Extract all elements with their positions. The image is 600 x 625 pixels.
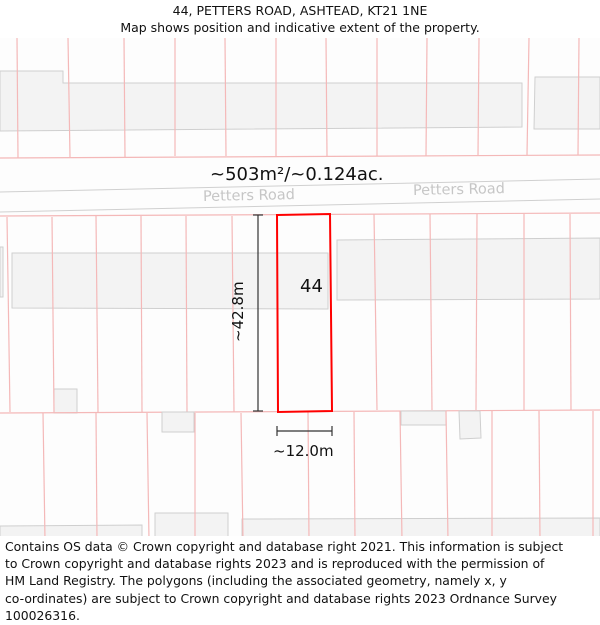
map-subtitle: Map shows position and indicative extent…	[120, 20, 480, 35]
buildings-north	[0, 70, 600, 132]
copyright-line-1: Contains OS data © Crown copyright and d…	[5, 539, 564, 554]
buildings-south	[0, 410, 600, 536]
copyright-line-2: to Crown copyright and database rights 2…	[5, 556, 545, 572]
parcel-lines-south	[42, 410, 594, 536]
copyright-line-5: 100026316.	[5, 607, 80, 623]
property-number-label: 44	[300, 276, 323, 297]
copyright-line-3: HM Land Registry. The polygons (includin…	[5, 573, 507, 589]
area-label: ~503m²/~0.124ac.	[210, 164, 384, 185]
width-dimension-line	[276, 426, 333, 436]
road-label-2: Petters Road	[412, 181, 506, 199]
buildings-middle	[0, 237, 600, 414]
height-dimension-line	[253, 214, 263, 412]
copyright-line-4: co-ordinates) are subject to Crown copyr…	[5, 590, 557, 606]
road-edges	[0, 178, 600, 213]
parcel-lines-north	[0, 38, 600, 159]
property-address-title: 44, PETTERS ROAD, ASHTEAD, KT21 1NE	[172, 3, 428, 18]
height-dimension-label: ~42.8m	[229, 281, 247, 342]
road-label-1: Petters Road	[202, 187, 296, 205]
copyright-notice: Contains OS data © Crown copyright and d…	[5, 538, 597, 624]
property-map[interactable]: ~503m²/~0.124ac. Petters Road Petters Ro…	[0, 38, 600, 536]
width-dimension-label: ~12.0m	[273, 442, 334, 460]
property-boundary[interactable]	[275, 212, 334, 414]
map-header: 44, PETTERS ROAD, ASHTEAD, KT21 1NE Map …	[0, 0, 600, 38]
